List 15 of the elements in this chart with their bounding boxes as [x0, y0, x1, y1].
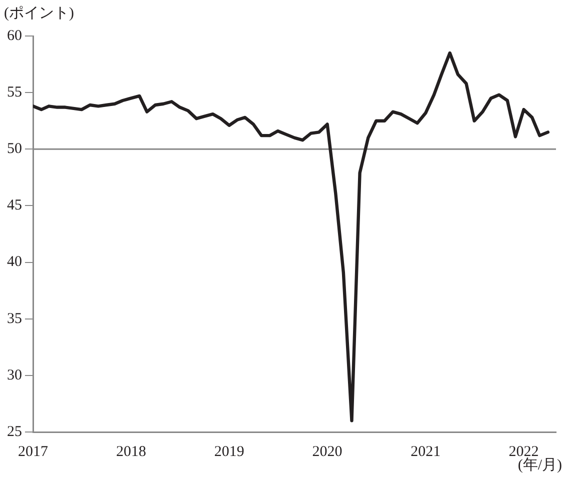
x-tick-label: 2020	[312, 444, 342, 460]
y-tick-label: 25	[7, 424, 22, 440]
y-tick-label: 40	[7, 254, 22, 270]
y-tick-label: 30	[7, 367, 22, 384]
y-tick-label: 50	[7, 141, 22, 158]
x-tick-label: 2021	[410, 444, 441, 460]
y-tick-label: 35	[7, 310, 22, 327]
x-tick-label: 2019	[214, 444, 244, 460]
y-tick-label: 55	[7, 84, 22, 101]
y-tick-label: 45	[7, 198, 22, 214]
y-tick-label: 60	[7, 28, 22, 44]
x-tick-label: 2018	[116, 444, 146, 460]
x-axis-title: (年/月)	[518, 456, 562, 474]
x-tick-label: 2017	[18, 444, 48, 460]
y-axis-title: (ポイント)	[4, 5, 74, 22]
